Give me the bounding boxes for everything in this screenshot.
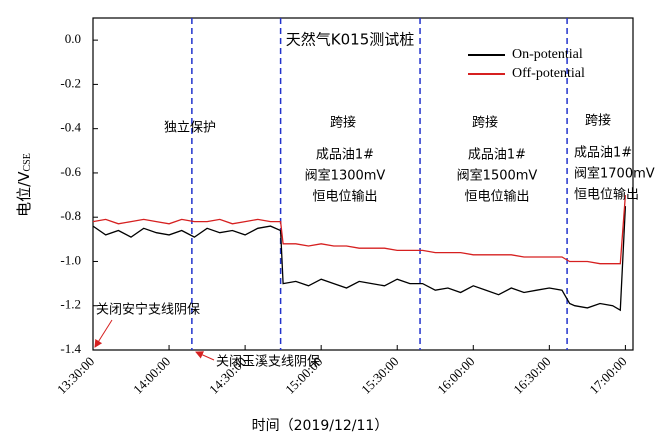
x-tick-label: 16:00:00 (434, 354, 477, 397)
plot-frame (92, 17, 634, 351)
y-tick-label: -0.4 (60, 120, 81, 135)
arrow-note: 关闭玉溪支线阴保 (216, 355, 320, 370)
region-label: 跨接 (585, 113, 611, 129)
arrow (94, 319, 113, 348)
arrow-note: 关闭安宁支线阴保 (96, 302, 200, 318)
region-label: 独立保护 (164, 121, 216, 136)
y-tick-label: -1.2 (60, 297, 81, 312)
arrow (195, 351, 215, 361)
y-tick-label: 0.0 (65, 31, 81, 46)
y-axis-title-main: 电位/V (15, 171, 33, 217)
y-axis-title-sub: CSE (22, 153, 33, 171)
x-axis-title: 时间（2019/12/11） (252, 418, 389, 434)
region-note: 阀室1500mV (457, 168, 538, 184)
region-note: 恒电位输出 (464, 189, 529, 205)
region-note: 阀室1700mV (574, 166, 655, 182)
x-tick-label: 14:00:00 (130, 354, 173, 397)
y-tick-label: -0.2 (60, 75, 81, 90)
region-label: 跨接 (330, 115, 356, 131)
legend-label: Off-potential (512, 66, 585, 81)
region-note: 成品油1# (574, 146, 632, 161)
region-note: 阀室1300mV (305, 168, 386, 184)
region-note: 恒电位输出 (574, 187, 639, 203)
y-tick-label: -0.6 (60, 164, 81, 179)
x-tick-label: 13:30:00 (54, 354, 97, 397)
region-note: 成品油1# (316, 148, 374, 163)
chart-title: 天然气K015测试桩 (286, 31, 414, 49)
y-tick-label: -1.4 (60, 341, 81, 356)
series-line (92, 206, 627, 312)
legend-label: On-potential (512, 47, 583, 62)
region-note: 恒电位输出 (312, 189, 377, 205)
x-tick-label: 17:00:00 (586, 354, 629, 397)
y-axis-title: 电位/VCSE (15, 153, 34, 217)
series-line (92, 195, 627, 265)
x-tick-label: 16:30:00 (510, 354, 553, 397)
y-tick-label: -1.0 (60, 252, 81, 267)
region-note: 成品油1# (468, 148, 526, 163)
y-tick-label: -0.8 (60, 208, 81, 223)
x-tick-label: 15:30:00 (358, 354, 401, 397)
region-label: 跨接 (472, 115, 498, 131)
